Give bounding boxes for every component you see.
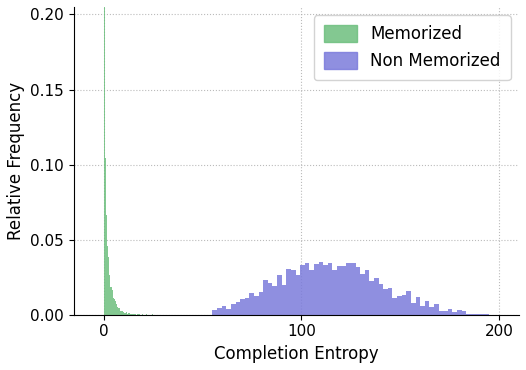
Bar	[425, 301, 429, 315]
Bar	[268, 283, 272, 315]
Bar	[254, 296, 259, 315]
Bar	[379, 284, 383, 315]
Bar	[346, 263, 351, 315]
Bar	[448, 309, 452, 315]
Bar	[114, 299, 115, 315]
Bar	[392, 298, 397, 315]
Bar	[125, 313, 126, 315]
Bar	[217, 308, 221, 315]
Bar	[485, 314, 489, 315]
Bar	[480, 314, 485, 315]
Bar	[342, 266, 346, 315]
Bar	[434, 304, 439, 315]
Bar	[282, 285, 286, 315]
Bar	[119, 308, 120, 315]
Bar	[106, 215, 107, 315]
Bar	[369, 281, 374, 315]
Bar	[397, 296, 402, 315]
Bar	[457, 310, 462, 315]
Bar	[124, 312, 125, 315]
Bar	[272, 286, 277, 315]
Bar	[305, 263, 309, 315]
Bar	[117, 307, 118, 315]
Bar	[127, 314, 128, 315]
Bar	[314, 264, 319, 315]
Bar	[142, 314, 143, 315]
Bar	[300, 265, 305, 315]
Y-axis label: Relative Frequency: Relative Frequency	[7, 82, 25, 240]
Bar	[128, 313, 129, 315]
X-axis label: Completion Entropy: Completion Entropy	[214, 345, 379, 363]
Bar	[249, 293, 254, 315]
Bar	[240, 299, 245, 315]
Bar	[236, 302, 240, 315]
Bar	[462, 311, 467, 315]
Bar	[231, 304, 236, 315]
Bar	[263, 280, 268, 315]
Bar	[360, 274, 365, 315]
Bar	[107, 246, 108, 315]
Bar	[213, 310, 217, 315]
Bar	[296, 275, 300, 315]
Bar	[411, 303, 416, 315]
Bar	[416, 297, 420, 315]
Bar	[226, 309, 231, 315]
Bar	[132, 314, 133, 315]
Bar	[467, 314, 471, 315]
Bar	[113, 298, 114, 315]
Bar	[286, 269, 291, 315]
Bar	[152, 314, 153, 315]
Bar	[118, 308, 119, 315]
Bar	[137, 314, 138, 315]
Legend: Memorized, Non Memorized: Memorized, Non Memorized	[313, 15, 511, 80]
Bar	[374, 278, 379, 315]
Bar	[319, 262, 323, 315]
Bar	[452, 312, 457, 315]
Bar	[383, 289, 388, 315]
Bar	[356, 267, 360, 315]
Bar	[429, 307, 434, 315]
Bar	[309, 270, 314, 315]
Bar	[337, 266, 342, 315]
Bar	[443, 311, 448, 315]
Bar	[259, 292, 263, 315]
Bar	[323, 265, 328, 315]
Bar	[129, 313, 130, 315]
Bar	[245, 298, 249, 315]
Bar	[134, 314, 135, 315]
Bar	[388, 288, 392, 315]
Bar	[122, 311, 123, 315]
Bar	[420, 306, 425, 315]
Bar	[291, 270, 296, 315]
Bar	[365, 270, 369, 315]
Bar	[126, 312, 127, 315]
Bar	[120, 311, 122, 315]
Bar	[138, 314, 139, 315]
Bar	[109, 287, 110, 315]
Bar	[402, 295, 406, 315]
Bar	[105, 158, 106, 315]
Bar	[221, 306, 226, 315]
Bar	[110, 287, 112, 315]
Bar	[332, 270, 337, 315]
Bar	[116, 306, 117, 315]
Bar	[471, 314, 476, 315]
Bar	[130, 314, 132, 315]
Bar	[104, 0, 105, 315]
Bar	[139, 314, 140, 315]
Bar	[108, 275, 109, 315]
Bar	[133, 314, 134, 315]
Bar	[146, 314, 147, 315]
Bar	[328, 263, 332, 315]
Bar	[439, 311, 443, 315]
Bar	[277, 275, 282, 315]
Bar	[476, 314, 480, 315]
Bar	[406, 291, 411, 315]
Bar	[135, 314, 136, 315]
Bar	[115, 301, 116, 315]
Bar	[351, 263, 356, 315]
Bar	[123, 311, 124, 315]
Bar	[112, 290, 113, 315]
